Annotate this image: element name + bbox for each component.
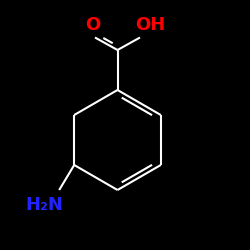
Text: OH: OH [135,16,165,34]
Text: O: O [85,16,100,34]
Text: H₂N: H₂N [25,196,63,214]
